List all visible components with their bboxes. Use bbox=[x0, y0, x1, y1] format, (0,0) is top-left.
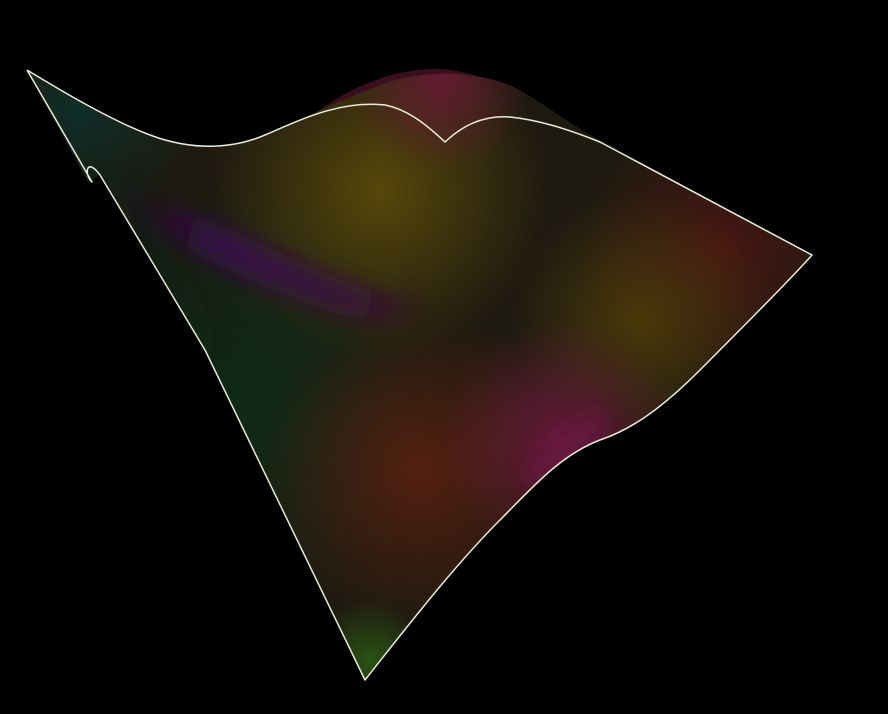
surface-outline bbox=[26, 69, 813, 681]
